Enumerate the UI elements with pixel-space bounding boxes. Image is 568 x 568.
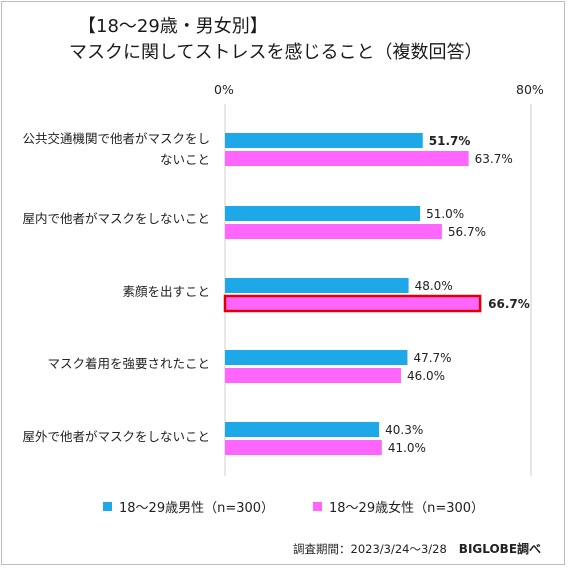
category-label-line: 屋内で他者がマスクをしないこと [22, 211, 210, 226]
data-label: 41.0% [388, 441, 426, 455]
category-label: マスク着用を強要されたこと [47, 353, 210, 374]
x-tick-label-max: 80% [516, 82, 544, 97]
data-label: 48.0% [415, 279, 453, 293]
data-label: 66.7% [488, 297, 530, 311]
bar-female [223, 294, 482, 313]
legend-label-male: 18～29歳男性（n=300） [119, 501, 275, 516]
bar-male [225, 350, 408, 365]
data-label: 51.7% [429, 134, 471, 148]
bar-female [225, 151, 469, 166]
data-label: 51.0% [426, 207, 464, 221]
data-label: 46.0% [407, 369, 445, 383]
category-label-line: 公共交通機関で他者がマスクをし [22, 131, 210, 146]
category-label: 屋内で他者がマスクをしないこと [22, 208, 210, 229]
chart-subtitle: マスクに関してストレスを感じること（複数回答） [69, 42, 483, 63]
category-label-line: マスク着用を強要されたこと [47, 356, 210, 371]
bar-female [225, 440, 382, 455]
category-label: 公共交通機関で他者がマスクをし ないこと [22, 128, 210, 170]
bar-male [225, 422, 380, 437]
chart-title: 【18～29歳・男女別】 [78, 16, 268, 37]
legend-label-female: 18～29歳女性（n=300） [329, 501, 485, 516]
data-label: 40.3% [385, 423, 423, 437]
category-label-line: 素顔を出すこと [122, 284, 210, 299]
data-label: 56.7% [448, 225, 486, 239]
category-label-line: ないこと [159, 152, 210, 167]
survey-period: 調査期間：2023/3/24～3/28 [293, 542, 447, 556]
data-label: 63.7% [475, 152, 513, 166]
footer: 調査期間：2023/3/24～3/28 BIGLOBE調べ [293, 540, 541, 557]
source-credit: BIGLOBE調べ [458, 542, 542, 556]
legend-item-female: 18～29歳女性（n=300） [313, 497, 484, 516]
bar-male [225, 206, 421, 221]
data-label: 47.7% [413, 351, 451, 365]
bar-male [225, 278, 409, 293]
legend-item-male: 18～29歳男性（n=300） [103, 497, 274, 516]
bar-female [225, 368, 401, 383]
category-label: 素顔を出すこと [122, 281, 210, 302]
x-tick-label-min: 0% [214, 82, 234, 97]
bar-male [225, 133, 423, 148]
legend-swatch-female [313, 502, 322, 511]
legend-swatch-male [103, 502, 112, 511]
category-label: 屋外で他者がマスクをしないこと [22, 426, 210, 447]
bar-female [225, 224, 442, 239]
category-label-line: 屋外で他者がマスクをしないこと [22, 429, 210, 444]
